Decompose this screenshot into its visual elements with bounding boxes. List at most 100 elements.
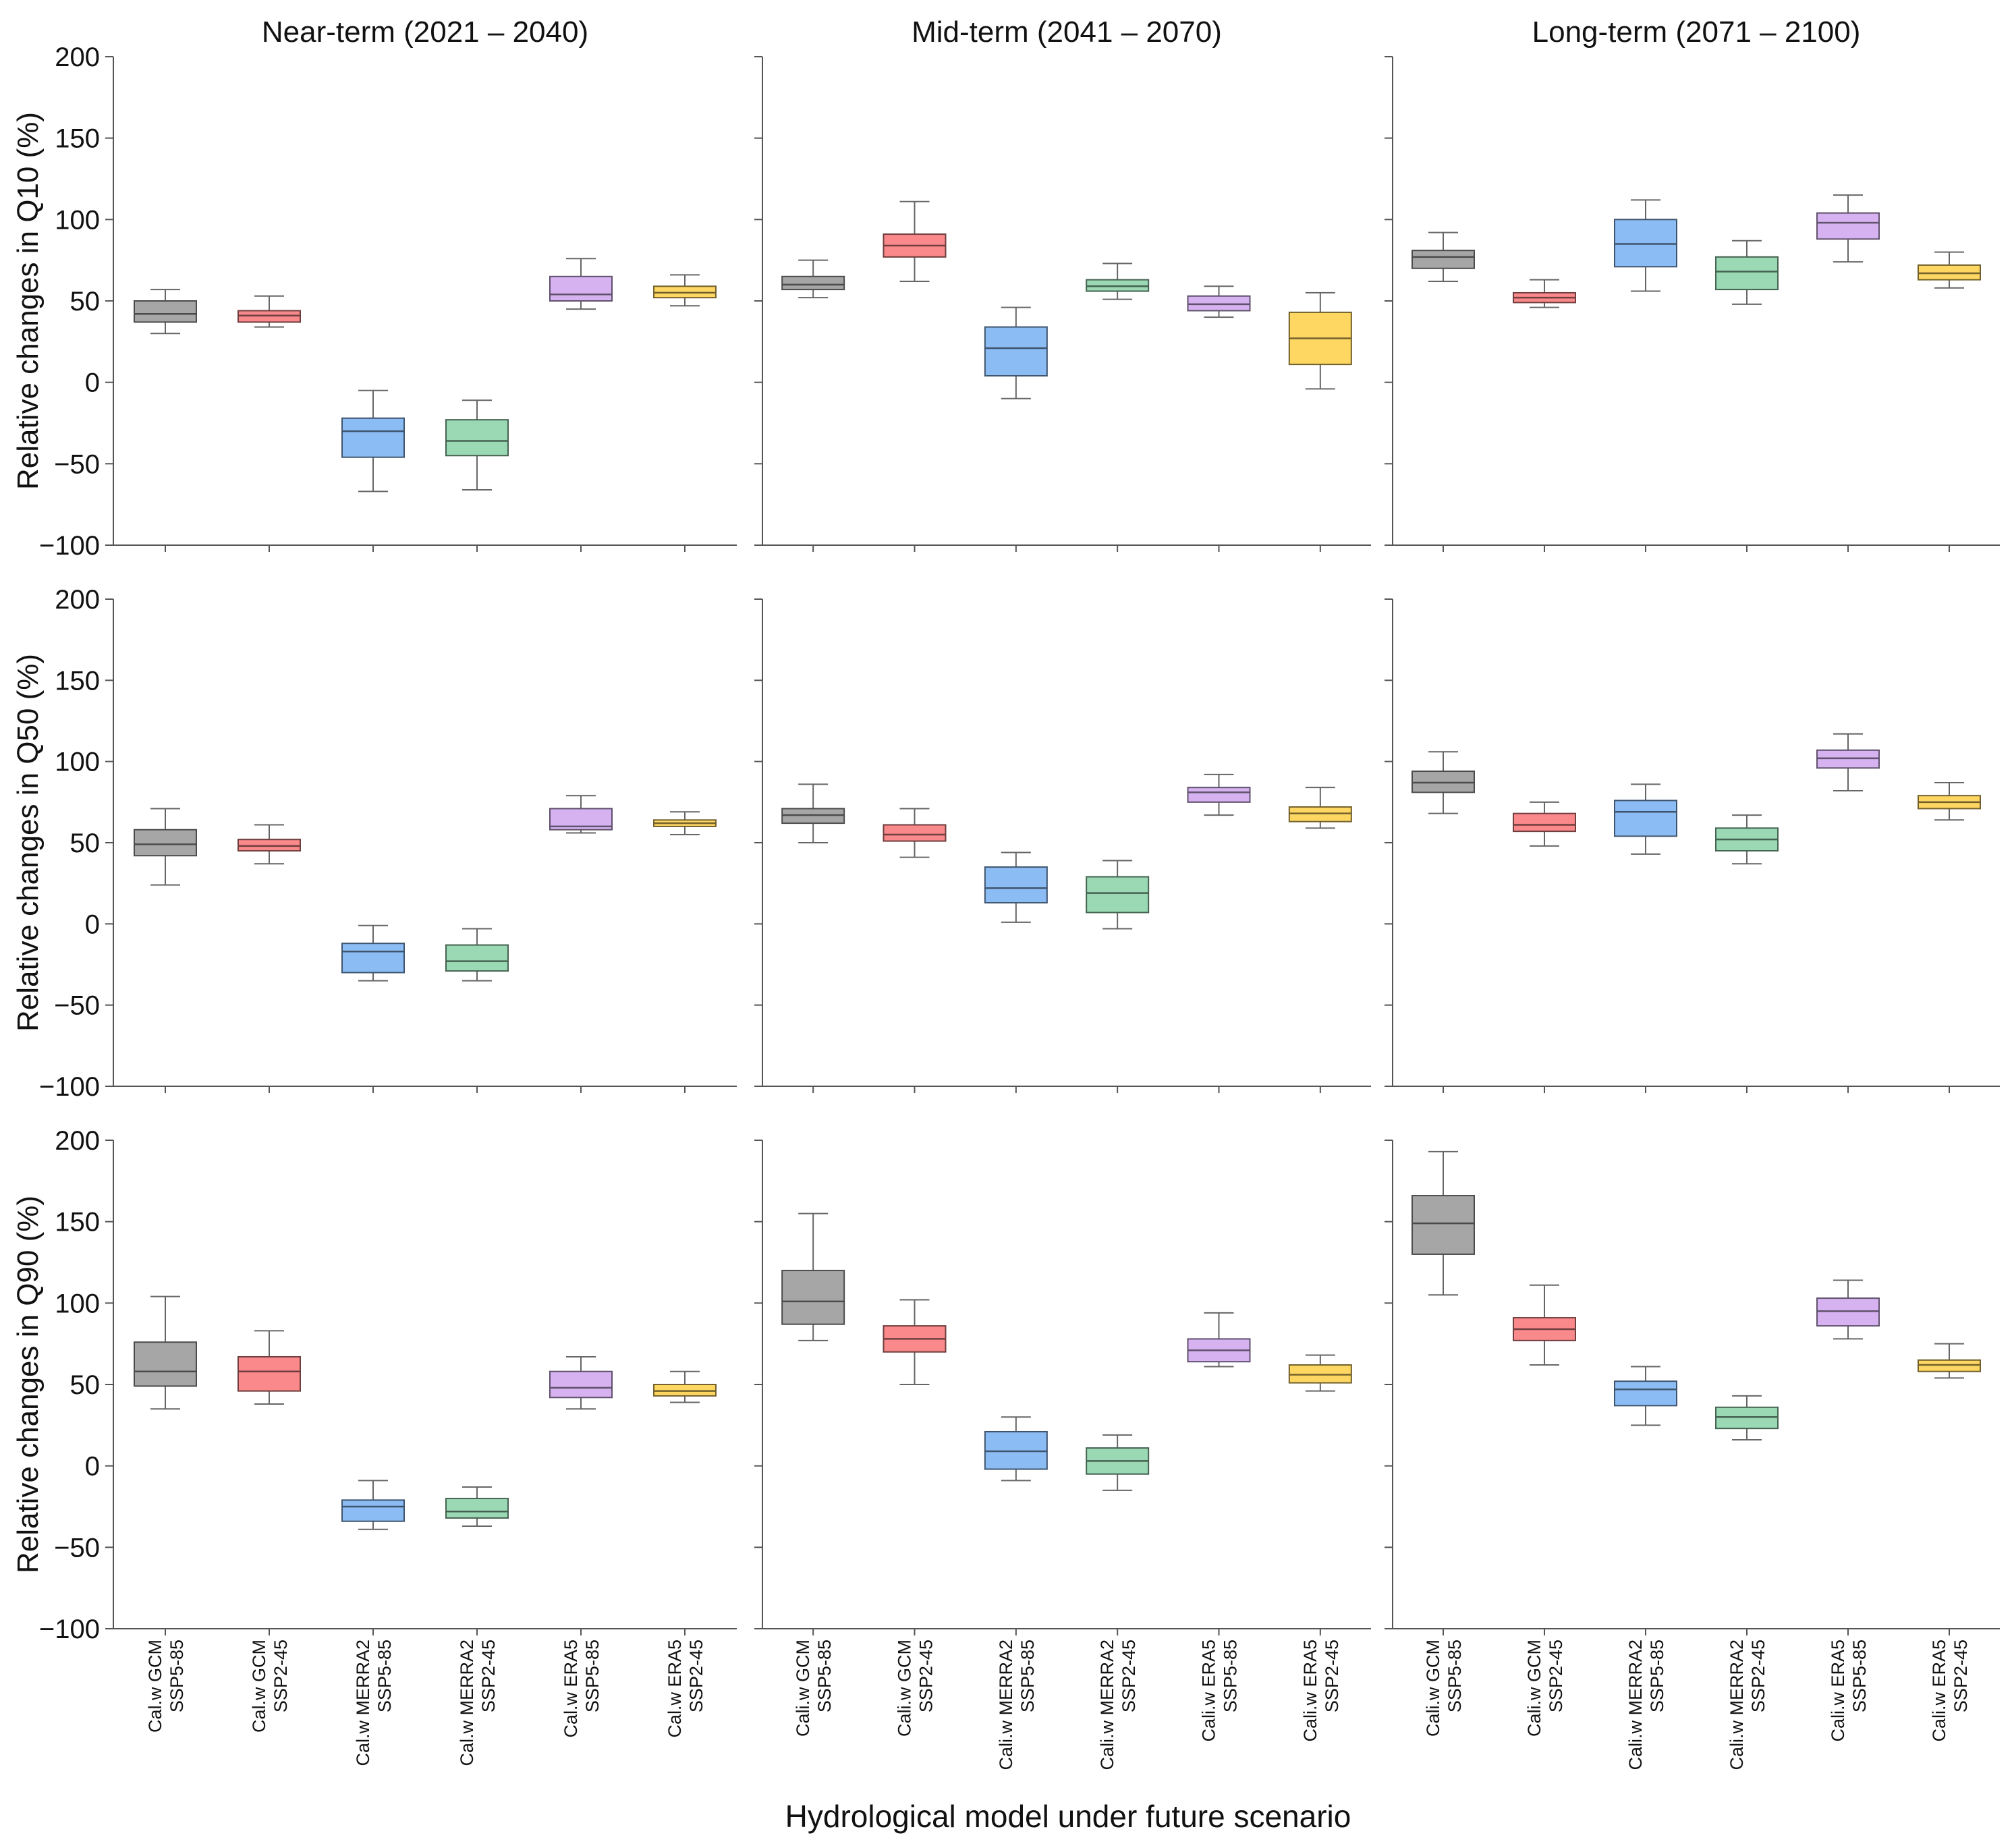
- box-plot: [653, 811, 717, 835]
- x-tick-label: Cali.w ERA5SSP2-45: [1929, 1640, 1971, 1742]
- x-tick-label: Cal.w GCMSSP2-45: [249, 1640, 291, 1733]
- box-plot: [1715, 240, 1779, 305]
- y-tick-label: 0: [85, 1452, 100, 1482]
- x-tick-label-line: SSP2-45: [1546, 1640, 1566, 1712]
- y-tick-label: 0: [85, 368, 100, 398]
- y-tick-label: 200: [55, 585, 100, 615]
- box-plot: [1715, 814, 1779, 865]
- x-tick-label-line: SSP5-85: [1221, 1640, 1241, 1712]
- x-tick-label-line: Cal.w MERRA2: [457, 1640, 477, 1766]
- y-tick-label: 150: [55, 666, 100, 696]
- x-tick-label: Cali.w ERA5SSP5-85: [1199, 1640, 1241, 1742]
- y-tick-label: 50: [70, 287, 101, 316]
- box-plot: [341, 389, 405, 493]
- y-axis-label: Relative changes in Q90 (%): [11, 1196, 45, 1573]
- x-tick-label-line: Cali.w GCM: [793, 1640, 813, 1737]
- y-tick-label: −100: [39, 531, 100, 561]
- box-iqr: [1187, 787, 1251, 803]
- y-tick-label: −50: [54, 1533, 100, 1563]
- box-plot: [883, 808, 947, 858]
- x-tick-label: Cali.w ERA5SSP5-85: [1828, 1640, 1870, 1742]
- y-tick-label: −50: [54, 449, 100, 479]
- box-plot: [445, 928, 509, 982]
- box-marks: [134, 194, 1981, 1530]
- y-tick-label: 0: [85, 909, 100, 939]
- x-tick-label-line: Cali.w ERA5: [1929, 1640, 1949, 1742]
- box-iqr: [781, 1270, 845, 1325]
- box-plot: [445, 399, 509, 491]
- box-iqr: [1086, 876, 1150, 914]
- box-plot: [1614, 783, 1677, 855]
- box-iqr: [341, 943, 405, 974]
- column-title: Mid-term (2041 – 2070): [912, 16, 1222, 49]
- box-plot: [1715, 1395, 1779, 1441]
- x-tick-label-line: SSP2-45: [686, 1640, 706, 1712]
- x-tick-label-line: Cali.w ERA5: [1300, 1640, 1320, 1742]
- x-tick-label: Cali.w ERA5SSP2-45: [1300, 1640, 1342, 1742]
- x-tick-label: Cal.w MERRA2SSP5-85: [353, 1640, 395, 1766]
- box-plot: [1816, 733, 1880, 791]
- x-tick-label-line: SSP2-45: [916, 1640, 937, 1712]
- box-plot: [1918, 251, 1981, 289]
- x-tick-label-line: SSP5-85: [814, 1640, 835, 1712]
- box-plot: [883, 200, 947, 283]
- x-tick-label: Cali.w MERRA2SSP2-45: [1727, 1640, 1768, 1770]
- box-iqr: [1614, 1380, 1677, 1407]
- x-tick-label: Cali.w MERRA2SSP5-85: [1625, 1640, 1667, 1770]
- box-plot: [781, 1212, 845, 1341]
- y-tick-label: 100: [55, 205, 100, 235]
- box-iqr: [1715, 256, 1779, 291]
- box-iqr: [445, 419, 509, 457]
- box-iqr: [341, 417, 405, 458]
- x-tick-label-line: SSP5-85: [1445, 1640, 1465, 1712]
- x-tick-label: Cal.w GCMSSP5-85: [145, 1640, 187, 1733]
- x-tick-label-line: Cal.w GCM: [249, 1640, 269, 1733]
- box-iqr: [1816, 212, 1880, 240]
- box-iqr: [134, 300, 197, 323]
- box-iqr: [1513, 812, 1576, 833]
- box-iqr: [549, 275, 613, 302]
- box-plot: [445, 1486, 509, 1527]
- box-plot: [984, 306, 1048, 399]
- box-plot: [1614, 1366, 1677, 1426]
- box-plot: [653, 274, 717, 307]
- box-plot: [653, 1370, 717, 1403]
- chart-text: Near-term (2021 – 2040) Mid-term (2041 – …: [11, 16, 1971, 1770]
- x-tick-label: Cal.w ERA5SSP5-85: [561, 1640, 603, 1738]
- x-tick-label: Cal.w ERA5SSP2-45: [665, 1640, 706, 1738]
- box-plot: [1412, 751, 1475, 814]
- box-plot: [1513, 801, 1576, 847]
- box-plot: [1288, 291, 1352, 390]
- x-tick-label-line: Cali.w MERRA2: [1727, 1640, 1747, 1770]
- x-tick-label-line: SSP5-85: [374, 1640, 395, 1712]
- x-tick-label: Cali.w MERRA2SSP2-45: [1097, 1640, 1139, 1770]
- y-axis-label: Relative changes in Q50 (%): [11, 654, 45, 1032]
- box-plot: [1918, 781, 1981, 821]
- box-plot: [984, 851, 1048, 923]
- box-iqr: [549, 1370, 613, 1399]
- box-plot: [549, 258, 613, 310]
- x-tick-label-line: SSP5-85: [1647, 1640, 1667, 1712]
- box-plot: [237, 824, 301, 865]
- x-tick-label-line: Cali.w MERRA2: [1625, 1640, 1646, 1770]
- box-plot: [237, 295, 301, 328]
- x-tick-label-line: Cali.w GCM: [1524, 1640, 1544, 1737]
- x-tick-label: Cali.w GCMSSP2-45: [895, 1640, 937, 1737]
- column-title: Near-term (2021 – 2040): [262, 16, 588, 49]
- box-plot: [134, 289, 197, 335]
- box-plot: [1086, 860, 1150, 930]
- box-iqr: [1412, 250, 1475, 269]
- y-tick-label: 200: [55, 1126, 100, 1156]
- box-iqr: [445, 944, 509, 972]
- y-tick-label: 150: [55, 1208, 100, 1237]
- box-iqr: [1412, 1195, 1475, 1255]
- x-tick-label-line: SSP2-45: [1119, 1640, 1139, 1712]
- y-tick-label: 150: [55, 124, 100, 154]
- box-plot: [1187, 285, 1251, 318]
- box-plot: [549, 1355, 613, 1410]
- box-plot: [1187, 773, 1251, 816]
- box-plot: [781, 259, 845, 299]
- box-plot: [134, 808, 197, 886]
- box-plot: [1918, 1343, 1981, 1379]
- x-tick-label: Cali.w GCMSSP5-85: [1423, 1640, 1465, 1737]
